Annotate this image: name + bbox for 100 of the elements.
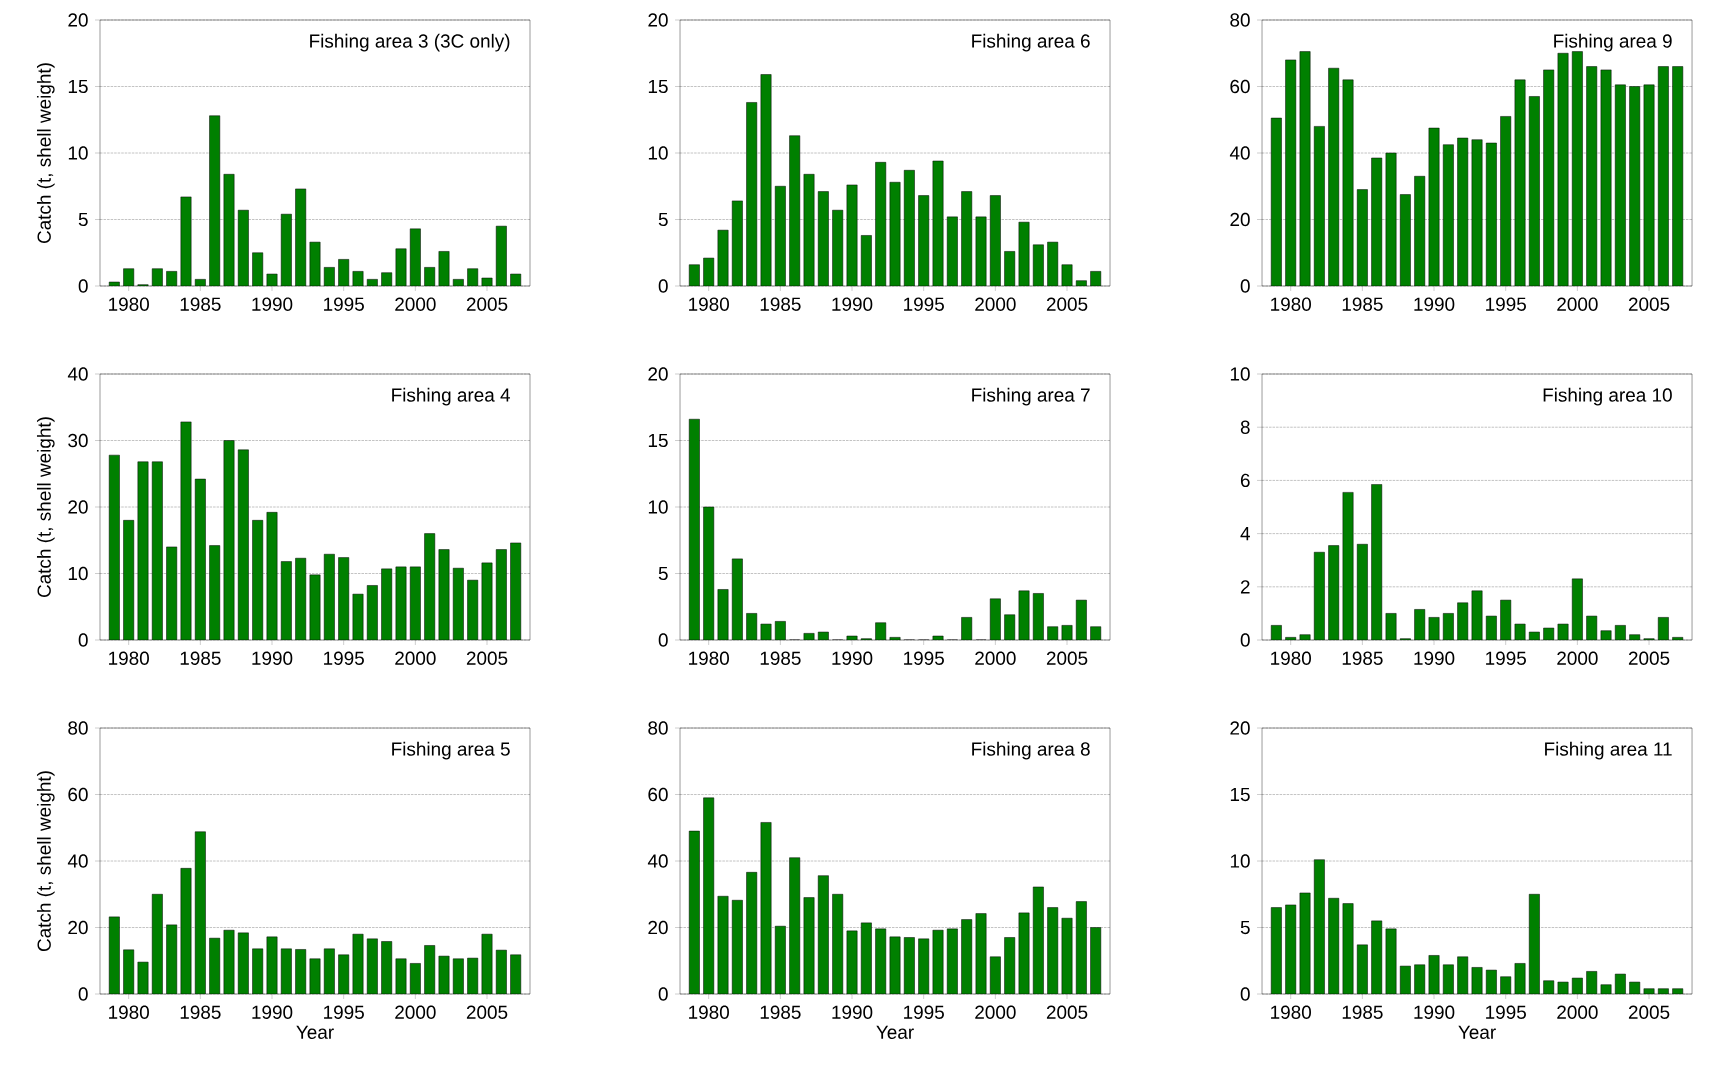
y-tick-label: 60 — [648, 787, 668, 802]
text: Fishing area 4 — [392, 387, 511, 406]
x-tick-label: 1980 — [1271, 1005, 1311, 1019]
x-tick-label: 1995 — [904, 1005, 944, 1019]
x-tick-label: 2000 — [1557, 297, 1598, 311]
y-tick-label: 5 — [78, 212, 88, 227]
x-tick-label: 2000 — [975, 651, 1016, 665]
x-axis-title: Year — [876, 1025, 914, 1039]
text: Fishing area 6 — [972, 33, 1090, 52]
y-tick-label: 6 — [1240, 473, 1250, 488]
y-tick-label: 0 — [658, 987, 668, 1001]
y-tick-label: 0 — [1240, 987, 1250, 1001]
y-tick-label: 8 — [1240, 420, 1250, 434]
x-tick-label: 1980 — [689, 297, 729, 311]
y-tick-label: 0 — [78, 279, 88, 293]
y-tick-label: 0 — [1240, 279, 1250, 293]
x-tick-label: 1985 — [1342, 297, 1383, 311]
x-tick-label: 2005 — [466, 651, 508, 665]
y-axis-title: Catch (t, shell weight) — [36, 417, 55, 598]
x-tick-label: 1990 — [1414, 297, 1455, 311]
x-tick-label: 2000 — [395, 651, 436, 665]
x-tick-label: 1995 — [324, 297, 364, 311]
text: Fishing area 8 — [972, 741, 1090, 760]
y-tick-label: 40 — [647, 854, 668, 868]
x-tick-label: 2000 — [395, 297, 436, 311]
x-tick-label: 2000 — [1557, 1005, 1598, 1019]
y-tick-label: 0 — [658, 633, 668, 647]
x-tick-label: 1995 — [1486, 651, 1526, 665]
y-tick-label: 15 — [68, 79, 88, 94]
y-tick-label: 2 — [1240, 580, 1250, 594]
y-tick-label: 0 — [1240, 633, 1250, 647]
y-tick-label: 20 — [648, 920, 668, 935]
text: Fishing area 11 — [1545, 741, 1672, 760]
x-tick-label: 2000 — [975, 297, 1016, 311]
x-tick-label: 1995 — [1486, 297, 1526, 311]
y-tick-label: 0 — [78, 987, 88, 1001]
y-tick-label: 5 — [1240, 920, 1250, 935]
x-tick-label: 2005 — [1046, 1005, 1088, 1019]
x-tick-label: 2005 — [1628, 297, 1670, 311]
y-tick-label: 15 — [648, 433, 668, 448]
y-tick-label: 5 — [658, 566, 668, 581]
x-tick-label: 1985 — [1342, 651, 1383, 665]
y-tick-label: 20 — [648, 13, 668, 27]
y-tick-label: 20 — [68, 500, 88, 514]
text: Fishing area 3 (3C only) — [310, 33, 510, 52]
y-tick-label: 10 — [68, 146, 88, 160]
y-tick-label: 0 — [78, 633, 88, 647]
x-tick-label: 1985 — [760, 297, 801, 311]
x-axis-title: Year — [296, 1025, 334, 1039]
x-tick-label: 1980 — [1271, 651, 1311, 665]
x-tick-label: 2000 — [975, 1005, 1016, 1019]
y-tick-label: 60 — [1230, 79, 1250, 94]
x-tick-label: 2005 — [1046, 651, 1088, 665]
y-tick-label: 20 — [68, 920, 88, 935]
x-tick-label: 1980 — [689, 1005, 729, 1019]
x-tick-label: 1995 — [904, 297, 944, 311]
y-tick-label: 60 — [68, 787, 88, 802]
x-tick-label: 1990 — [1414, 1005, 1455, 1019]
y-tick-label: 40 — [67, 367, 88, 381]
y-tick-label: 20 — [648, 367, 668, 381]
y-tick-label: 10 — [648, 146, 668, 160]
y-tick-label: 40 — [1229, 146, 1250, 160]
y-tick-label: 15 — [1230, 787, 1250, 802]
x-tick-label: 1985 — [180, 651, 221, 665]
y-tick-label: 4 — [1240, 527, 1250, 541]
y-tick-label: 15 — [648, 79, 668, 94]
y-tick-label: 30 — [68, 433, 88, 448]
x-tick-label: 1990 — [832, 297, 873, 311]
text: Fishing area 7 — [972, 387, 1090, 406]
x-tick-label: 1990 — [1414, 651, 1455, 665]
x-tick-label: 1995 — [324, 651, 364, 665]
y-tick-label: 10 — [648, 500, 668, 514]
x-tick-label: 1985 — [180, 297, 221, 311]
y-tick-label: 0 — [658, 279, 668, 293]
text: Fishing area 10 — [1543, 387, 1672, 406]
x-tick-label: 1985 — [1342, 1005, 1383, 1019]
text: Fishing area 9 — [1554, 33, 1672, 52]
y-axis-title: Catch (t, shell weight) — [36, 63, 55, 244]
x-tick-label: 1980 — [109, 651, 149, 665]
x-tick-label: 1980 — [109, 297, 149, 311]
y-tick-label: 40 — [67, 854, 88, 868]
x-tick-label: 1990 — [252, 1005, 293, 1019]
x-tick-label: 2005 — [466, 297, 508, 311]
x-tick-label: 1990 — [252, 297, 293, 311]
y-tick-label: 10 — [68, 566, 88, 581]
x-tick-label: 2005 — [1628, 1005, 1670, 1019]
y-tick-label: 5 — [658, 212, 668, 227]
x-tick-label: 1985 — [760, 1005, 801, 1019]
x-tick-label: 1985 — [760, 651, 801, 665]
y-tick-label: 20 — [1230, 721, 1250, 735]
y-tick-label: 80 — [648, 721, 668, 735]
x-tick-label: 1995 — [324, 1005, 364, 1019]
x-tick-label: 1990 — [832, 651, 873, 665]
x-tick-label: 2005 — [1628, 651, 1670, 665]
x-tick-label: 2005 — [1046, 297, 1088, 311]
y-tick-label: 20 — [1230, 212, 1250, 227]
y-tick-label: 20 — [68, 13, 88, 27]
x-tick-label: 1980 — [1271, 297, 1311, 311]
x-tick-label: 2005 — [466, 1005, 508, 1019]
x-tick-label: 1995 — [904, 651, 944, 665]
